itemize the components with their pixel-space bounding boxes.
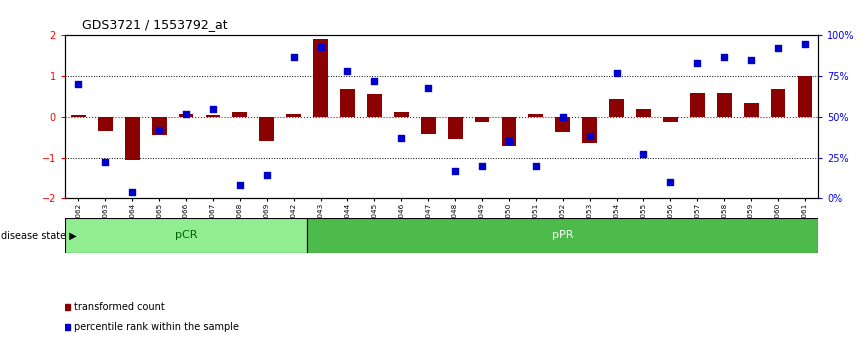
Bar — [609, 98, 624, 117]
Bar — [307, 218, 818, 253]
Point — [529, 163, 543, 169]
Point — [610, 70, 624, 76]
Point — [690, 60, 704, 66]
Bar — [663, 117, 678, 122]
Bar — [178, 114, 193, 117]
Text: transformed count: transformed count — [74, 302, 165, 312]
Point — [206, 106, 220, 112]
Bar — [71, 115, 86, 117]
Point — [287, 54, 301, 59]
Point — [72, 81, 86, 87]
Bar — [205, 115, 220, 117]
Point — [475, 163, 489, 169]
Bar — [528, 114, 543, 117]
Bar — [65, 218, 307, 253]
Point — [583, 133, 597, 139]
Bar — [125, 117, 139, 160]
Point — [179, 111, 193, 116]
Bar — [259, 117, 275, 141]
Text: pCR: pCR — [175, 230, 197, 240]
Point — [556, 114, 570, 120]
Point — [260, 173, 274, 178]
Text: GDS3721 / 1553792_at: GDS3721 / 1553792_at — [82, 18, 228, 31]
Point — [367, 78, 381, 84]
Bar — [232, 112, 248, 117]
Bar — [152, 117, 166, 135]
Bar — [367, 95, 382, 117]
Bar — [475, 117, 489, 122]
Point — [449, 168, 462, 173]
Text: pPR: pPR — [552, 230, 573, 240]
Point — [152, 127, 166, 133]
Point — [637, 152, 650, 157]
Bar — [771, 89, 785, 117]
Point — [798, 41, 811, 46]
Bar — [98, 117, 113, 131]
Point — [502, 138, 516, 144]
Point — [313, 44, 327, 50]
Bar — [636, 109, 651, 117]
Bar — [394, 112, 409, 117]
Point — [233, 182, 247, 188]
Point — [744, 57, 758, 63]
Bar — [690, 93, 705, 117]
Bar — [421, 117, 436, 134]
Bar — [798, 76, 812, 117]
Point — [421, 85, 435, 90]
Text: percentile rank within the sample: percentile rank within the sample — [74, 322, 239, 332]
Bar — [555, 117, 570, 132]
Point — [99, 160, 113, 165]
Bar — [448, 117, 462, 139]
Bar — [717, 93, 732, 117]
Bar — [287, 114, 301, 117]
Bar — [340, 89, 355, 117]
Point — [717, 54, 731, 59]
Point — [126, 189, 139, 195]
Bar — [744, 103, 759, 117]
Point — [663, 179, 677, 185]
Bar — [313, 39, 328, 117]
Point — [394, 135, 408, 141]
Bar — [582, 117, 597, 143]
Point — [340, 68, 354, 74]
Text: disease state ▶: disease state ▶ — [1, 230, 76, 240]
Bar — [501, 117, 516, 146]
Point — [771, 46, 785, 51]
